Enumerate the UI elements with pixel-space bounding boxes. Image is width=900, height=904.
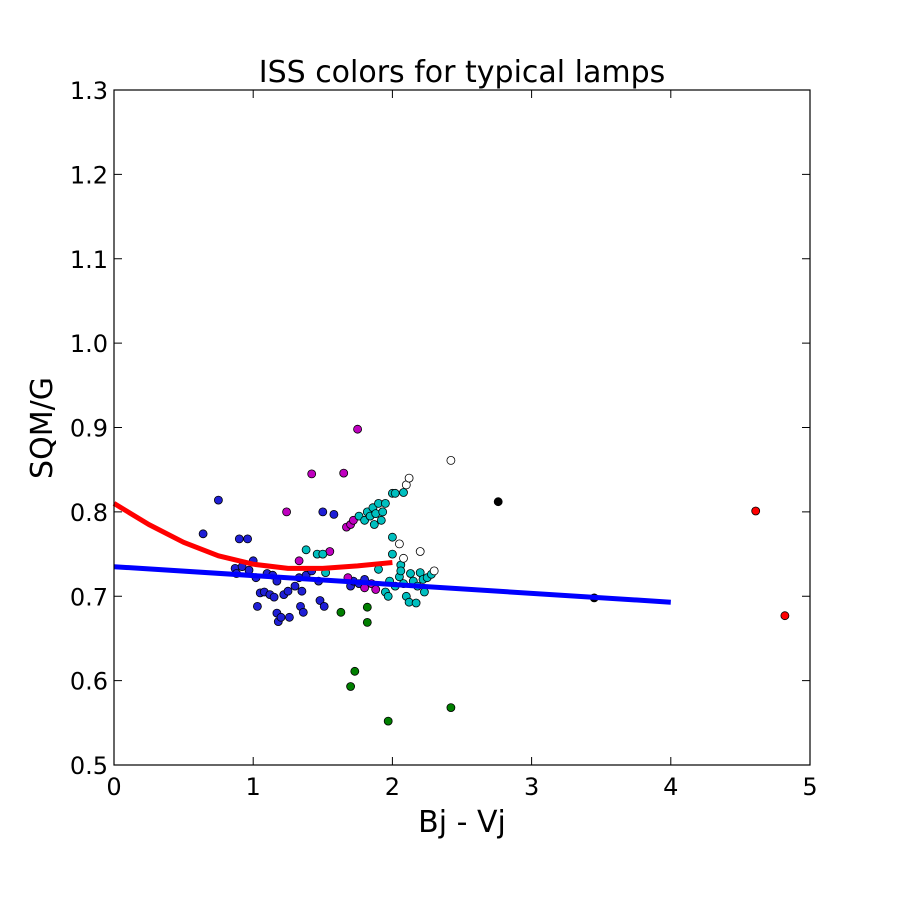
data-point (399, 488, 408, 497)
data-point (446, 703, 456, 712)
y-tick-label: 0.7 (70, 583, 108, 611)
data-point (394, 539, 404, 549)
data-point (234, 534, 244, 544)
data-point (350, 666, 360, 676)
data-point (269, 592, 279, 602)
y-tick-label: 0.9 (70, 415, 108, 443)
x-tick-label: 3 (524, 773, 539, 801)
data-point (387, 532, 397, 542)
x-tick-label: 4 (663, 773, 678, 801)
data-point (383, 591, 393, 601)
data-point (369, 520, 379, 529)
y-tick-label: 0.6 (70, 668, 108, 696)
data-point (493, 497, 503, 507)
data-point (298, 607, 308, 617)
fit-line (113, 564, 671, 605)
data-point (387, 549, 397, 559)
data-point (415, 547, 425, 556)
data-point (315, 596, 325, 605)
data-point (346, 682, 356, 691)
data-point (336, 607, 346, 617)
data-point (411, 598, 421, 608)
y-tick-label: 1.0 (70, 330, 108, 358)
x-tick-label: 0 (106, 773, 121, 801)
data-point (419, 587, 429, 597)
y-tick-label: 0.8 (70, 499, 108, 527)
data-point (780, 611, 790, 621)
y-tick-label: 0.5 (70, 752, 108, 780)
data-point (383, 716, 393, 726)
data-point (376, 515, 386, 525)
data-point (406, 569, 415, 578)
axis-ticks: 0 1 2 3 4 5 0.5 0.6 0.7 0.8 0.9 1.0 1.1 1.2 1.3 (70, 77, 818, 801)
y-tick-label: 1.3 (70, 77, 108, 105)
data-point (307, 469, 317, 479)
data-point (371, 585, 381, 594)
data-point (301, 545, 311, 555)
data-point (353, 424, 363, 434)
x-tick-label: 5 (802, 773, 817, 801)
data-point (329, 510, 339, 519)
plot-content (112, 424, 790, 726)
data-point (378, 507, 388, 517)
y-tick-label: 1.2 (70, 161, 108, 189)
data-point (446, 455, 456, 465)
data-point (362, 618, 372, 627)
data-point (380, 498, 390, 508)
data-point (318, 507, 328, 517)
y-tick-label: 1.1 (70, 246, 108, 274)
data-point (284, 612, 294, 622)
fit-line (112, 501, 393, 571)
data-point (282, 507, 292, 517)
data-point (404, 473, 414, 483)
data-point (294, 556, 304, 566)
data-point (198, 529, 208, 539)
data-point (390, 488, 400, 498)
x-tick-label: 2 (385, 773, 400, 801)
data-point (243, 534, 253, 544)
data-point (276, 612, 286, 622)
data-point (751, 506, 761, 516)
data-point (429, 566, 439, 576)
x-tick-label: 1 (246, 773, 261, 801)
plot-frame (113, 89, 811, 766)
data-point (283, 586, 293, 596)
data-point (319, 602, 329, 611)
chart-title: ISS colors for typical lamps (259, 55, 666, 90)
data-point (399, 553, 408, 563)
data-point (213, 495, 223, 505)
data-point (290, 581, 300, 591)
data-point (339, 468, 349, 478)
data-point (297, 586, 307, 596)
data-point (252, 602, 262, 611)
data-point (362, 602, 372, 612)
data-point (396, 566, 406, 576)
data-point (318, 549, 328, 559)
y-axis-label: SQM/G (25, 377, 60, 479)
x-axis-label: Bj - Vj (418, 805, 506, 840)
